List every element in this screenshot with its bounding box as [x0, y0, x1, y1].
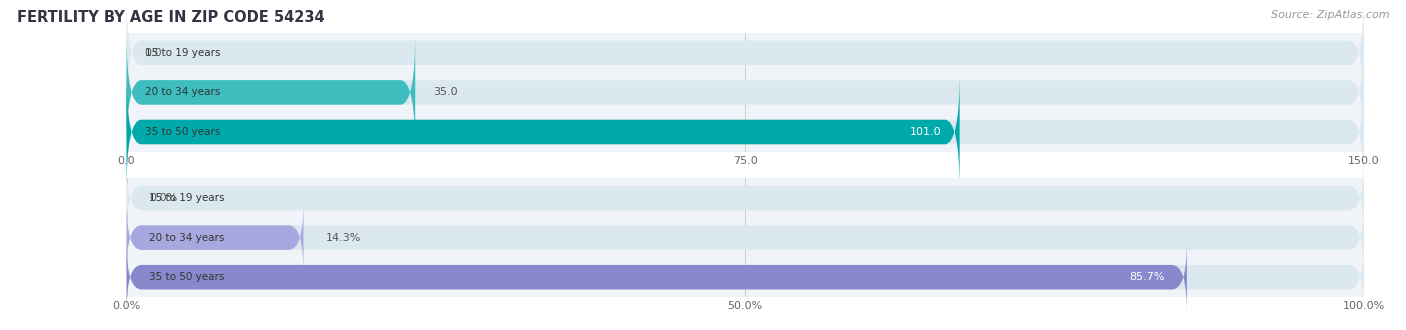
- FancyBboxPatch shape: [127, 242, 1187, 313]
- Text: 14.3%: 14.3%: [326, 233, 361, 243]
- Text: 35 to 50 years: 35 to 50 years: [149, 272, 224, 282]
- FancyBboxPatch shape: [127, 0, 1364, 112]
- Text: 20 to 34 years: 20 to 34 years: [149, 233, 224, 243]
- Text: 15 to 19 years: 15 to 19 years: [145, 48, 221, 58]
- FancyBboxPatch shape: [127, 163, 1364, 233]
- Text: Source: ZipAtlas.com: Source: ZipAtlas.com: [1271, 10, 1389, 20]
- FancyBboxPatch shape: [127, 202, 304, 273]
- Text: 85.7%: 85.7%: [1129, 272, 1164, 282]
- Text: 0.0: 0.0: [145, 48, 162, 58]
- Text: 20 to 34 years: 20 to 34 years: [145, 87, 221, 97]
- Text: 15 to 19 years: 15 to 19 years: [149, 193, 225, 203]
- FancyBboxPatch shape: [127, 33, 1364, 151]
- FancyBboxPatch shape: [127, 33, 415, 151]
- FancyBboxPatch shape: [127, 242, 1364, 313]
- Text: 0.0%: 0.0%: [149, 193, 177, 203]
- Text: 35.0: 35.0: [433, 87, 458, 97]
- Text: FERTILITY BY AGE IN ZIP CODE 54234: FERTILITY BY AGE IN ZIP CODE 54234: [17, 10, 325, 25]
- FancyBboxPatch shape: [127, 73, 1364, 191]
- FancyBboxPatch shape: [127, 202, 1364, 273]
- Text: 35 to 50 years: 35 to 50 years: [145, 127, 221, 137]
- Text: 101.0: 101.0: [910, 127, 942, 137]
- FancyBboxPatch shape: [127, 73, 960, 191]
